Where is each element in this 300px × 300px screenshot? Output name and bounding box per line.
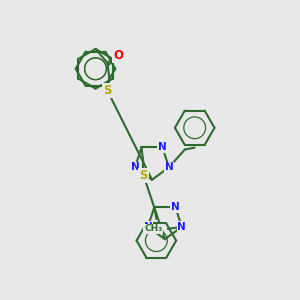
- Text: N: N: [165, 162, 173, 172]
- Text: N: N: [130, 162, 140, 172]
- Text: CH₃: CH₃: [145, 224, 163, 233]
- Text: N: N: [171, 202, 180, 212]
- Text: S: S: [139, 169, 148, 182]
- Text: O: O: [113, 50, 123, 62]
- Text: N: N: [143, 222, 152, 232]
- Text: N: N: [158, 142, 167, 152]
- Text: S: S: [103, 84, 112, 97]
- Text: N: N: [177, 222, 186, 232]
